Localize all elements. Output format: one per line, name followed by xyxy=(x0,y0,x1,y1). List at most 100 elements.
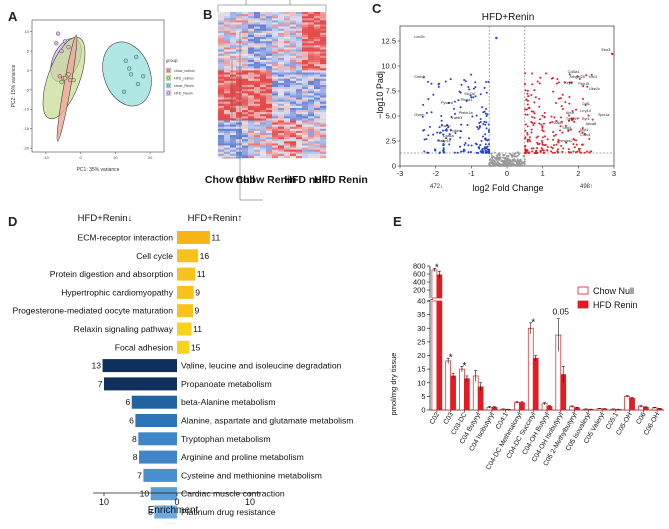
volcano-point xyxy=(562,108,564,110)
heatmap-cell xyxy=(302,33,308,35)
heatmap-cell xyxy=(290,56,296,58)
heatmap-cell xyxy=(242,72,248,74)
pca-x-tick-label: 20 xyxy=(148,155,153,160)
heatmap-cell xyxy=(230,64,236,66)
heatmap-cell xyxy=(296,150,302,152)
heatmap-cell xyxy=(314,137,320,139)
heatmap-cell xyxy=(254,77,260,79)
heatmap-cell xyxy=(302,50,308,52)
heatmap-cell xyxy=(302,60,308,62)
heatmap-cell xyxy=(260,100,266,102)
panel-b: B Chow null Chow Renin HFD null HFD Reni… xyxy=(203,0,368,200)
volcano-point xyxy=(538,98,540,100)
heatmap-cell xyxy=(266,75,272,77)
volcano-point xyxy=(588,152,590,154)
heatmap-cell xyxy=(242,98,248,100)
heatmap-cell xyxy=(296,16,302,18)
heatmap-cell xyxy=(302,127,308,129)
heatmap-cell xyxy=(308,72,314,74)
heatmap-cell xyxy=(266,64,272,66)
heatmap-cell xyxy=(248,143,254,145)
heatmap-cell xyxy=(308,81,314,83)
heatmap-cell xyxy=(308,114,314,116)
heatmap-cell xyxy=(236,127,242,129)
volcano-y-tick-label: 7.5 xyxy=(386,87,396,96)
heatmap-cell xyxy=(254,47,260,49)
heatmap-cell xyxy=(290,35,296,37)
heatmap-cell xyxy=(308,45,314,47)
heatmap-cell xyxy=(314,93,320,95)
heatmap-cell xyxy=(236,116,242,118)
heatmap-cell xyxy=(308,87,314,89)
volcano-point xyxy=(450,78,452,80)
heatmap-cell xyxy=(320,85,326,87)
heatmap-cell xyxy=(242,139,248,141)
volcano-point xyxy=(485,81,487,83)
heatmap-cell xyxy=(272,98,278,100)
volcano-point xyxy=(524,152,526,154)
heatmap-cell xyxy=(302,45,308,47)
heatmap-cell xyxy=(284,29,290,31)
heatmap-cell xyxy=(272,110,278,112)
heatmap-cell xyxy=(314,14,320,16)
heatmap-cell xyxy=(236,60,242,62)
heatmap-cell xyxy=(266,62,272,64)
volcano-point xyxy=(485,149,487,151)
heatmap-cell xyxy=(290,123,296,125)
volcano-point xyxy=(524,114,526,116)
heatmap-cell xyxy=(320,20,326,22)
heatmap-cell xyxy=(272,35,278,37)
heatmap-cell xyxy=(248,120,254,122)
heatmap-cell xyxy=(290,29,296,31)
volcano-point xyxy=(536,147,538,149)
heatmap-cell xyxy=(218,106,224,108)
heatmap-cell xyxy=(236,85,242,87)
volcano-point xyxy=(476,115,478,117)
heatmap-cell xyxy=(266,104,272,106)
heatmap-cell xyxy=(230,131,236,133)
heatmap-cell xyxy=(308,54,314,56)
volcano-point xyxy=(514,152,516,154)
heatmap-cell xyxy=(266,50,272,52)
pca-x-tick-label: -10 xyxy=(43,155,50,160)
volcano-point xyxy=(524,146,526,148)
volcano-point xyxy=(514,155,516,157)
heatmap-cell xyxy=(248,81,254,83)
heatmap-cell xyxy=(248,93,254,95)
heatmap-cell xyxy=(266,25,272,27)
heatmap-cell xyxy=(260,139,266,141)
heatmap-cell xyxy=(320,79,326,81)
heatmap-cell xyxy=(254,75,260,77)
heatmap-cell xyxy=(254,154,260,156)
volcano-point xyxy=(488,129,490,131)
volcano-point xyxy=(482,123,484,125)
pca-legend-marker xyxy=(167,92,170,95)
heatmap-cell xyxy=(284,22,290,24)
heatmap-cell xyxy=(290,150,296,152)
heatmap-cell xyxy=(266,139,272,141)
heatmap-cell xyxy=(242,143,248,145)
heatmap-cell xyxy=(308,37,314,39)
heatmap-cell xyxy=(290,110,296,112)
heatmap-cell xyxy=(314,133,320,135)
heatmap-cell xyxy=(278,127,284,129)
heatmap-cell xyxy=(230,70,236,72)
heatmap-cell xyxy=(296,39,302,41)
heatmap-cell xyxy=(290,16,296,18)
volcano-point xyxy=(486,127,488,129)
heatmap-cell xyxy=(278,45,284,47)
volcano-point xyxy=(561,105,563,107)
heatmap-cell xyxy=(320,39,326,41)
heatmap-cell xyxy=(302,54,308,56)
heatmap-cell xyxy=(230,43,236,45)
heatmap-cell xyxy=(260,152,266,154)
heatmap-cell xyxy=(236,77,242,79)
heatmap-cell xyxy=(260,64,266,66)
heatmap-cell xyxy=(254,16,260,18)
volcano-point xyxy=(539,118,541,120)
heatmap-cell xyxy=(266,31,272,33)
heatmap-cell xyxy=(302,135,308,137)
heatmap-cell xyxy=(278,131,284,133)
volcano-point xyxy=(531,72,533,74)
heatmap-cell xyxy=(314,114,320,116)
